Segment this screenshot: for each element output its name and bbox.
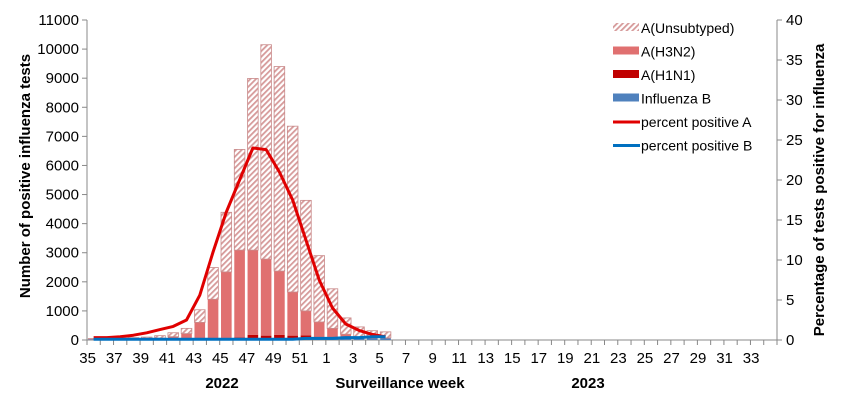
y-right-tick-label: 5: [786, 292, 794, 309]
x-tick-label: 23: [610, 350, 627, 367]
y-tick-label: 8000: [46, 99, 79, 116]
bar-influenza-b-week-5: [380, 338, 391, 340]
x-tick-label: 33: [743, 350, 760, 367]
x-tick-label: 3: [349, 350, 357, 367]
y-tick-label: 9000: [46, 70, 79, 87]
y-tick-label: 2000: [46, 274, 79, 291]
y-tick-label: 4000: [46, 216, 79, 233]
bar-a-unsubtyped--week-47: [248, 78, 259, 250]
x-tick-label: 15: [504, 350, 521, 367]
x-tick-label: 25: [637, 350, 654, 367]
y-right-tick-label: 20: [786, 172, 803, 189]
x-tick-label: 47: [239, 350, 256, 367]
x-tick-label: 1: [322, 350, 330, 367]
year-label-2023: 2023: [571, 375, 604, 392]
y-right-tick-label: 40: [786, 12, 803, 29]
x-tick-label: 11: [451, 350, 467, 367]
y-tick-label: 11000: [38, 12, 79, 29]
y-axis-right-title: Percentage of tests positive for influen…: [811, 43, 828, 336]
legend-swatch: [613, 47, 639, 55]
bar-a-unsubtyped--week-43: [194, 310, 205, 323]
x-axis-title: Surveillance week: [335, 375, 465, 392]
year-label-2022: 2022: [205, 375, 238, 392]
x-tick-label: 37: [106, 350, 123, 367]
x-tick-label: 17: [530, 350, 547, 367]
bar-a-unsubtyped--week-44: [208, 268, 219, 300]
x-tick-label: 19: [557, 350, 574, 367]
bar-a-h3n2--week-43: [194, 322, 205, 338]
bar-a-h3n2--week-44: [208, 299, 219, 338]
bar-a-h3n2--week-51: [301, 311, 312, 335]
x-tick-label: 43: [185, 350, 202, 367]
legend-swatch: [613, 94, 639, 102]
bar-a-h3n2--week-48: [261, 259, 272, 336]
y-tick-label: 1000: [46, 303, 79, 320]
y-tick-label: 0: [71, 332, 79, 349]
y-tick-label: 5000: [46, 187, 79, 204]
x-tick-label: 35: [79, 350, 96, 367]
x-tick-label: 7: [402, 350, 410, 367]
x-tick-label: 9: [428, 350, 436, 367]
bar-a-h3n2--week-45: [221, 272, 232, 338]
x-tick-label: 31: [716, 350, 733, 367]
legend-label: A(Unsubtyped): [641, 20, 734, 36]
y-right-tick-label: 35: [786, 52, 803, 69]
x-tick-label: 5: [375, 350, 383, 367]
bar-a-unsubtyped--week-49: [274, 67, 285, 272]
y-right-tick-label: 15: [786, 212, 803, 229]
x-tick-label: 39: [132, 350, 149, 367]
legend-label: Influenza B: [641, 91, 711, 107]
bar-a-unsubtyped--week-42: [181, 328, 192, 333]
y-tick-label: 6000: [46, 157, 79, 174]
x-tick-label: 45: [212, 350, 229, 367]
x-tick-label: 51: [292, 350, 309, 367]
bar-a-unsubtyped--week-41: [168, 333, 179, 337]
y-tick-label: 3000: [46, 245, 79, 262]
bar-a-h3n2--week-46: [234, 250, 245, 337]
bar-a-h3n2--week-1: [327, 328, 338, 337]
y-tick-label: 10000: [37, 41, 79, 58]
y-right-tick-label: 0: [786, 332, 794, 349]
x-tick-label: 41: [159, 350, 176, 367]
bar-a-h3n2--week-52: [314, 322, 325, 337]
legend-label: A(H3N2): [641, 44, 695, 60]
bar-a-h3n2--week-49: [274, 271, 285, 335]
y-right-tick-label: 25: [786, 132, 803, 149]
bar-a-h3n2--week-50: [287, 292, 298, 336]
x-tick-label: 29: [690, 350, 707, 367]
legend-label: percent positive B: [641, 138, 752, 154]
x-tick-label: 21: [584, 350, 601, 367]
bar-influenza-b-week-4: [367, 339, 378, 340]
legend-swatch: [613, 70, 639, 78]
legend-label: A(H1N1): [641, 67, 695, 83]
legend-label: percent positive A: [641, 114, 752, 130]
y-axis-title: Number of positive influenza tests: [17, 54, 34, 298]
x-tick-label: 49: [265, 350, 282, 367]
y-tick-label: 7000: [46, 128, 79, 145]
y-right-tick-label: 10: [786, 252, 803, 269]
legend-swatch: [613, 23, 639, 31]
bar-a-unsubtyped--week-46: [234, 149, 245, 250]
x-tick-label: 13: [477, 350, 494, 367]
x-tick-label: 27: [663, 350, 680, 367]
y-right-tick-label: 30: [786, 92, 803, 109]
bar-a-h3n2--week-47: [248, 250, 259, 335]
